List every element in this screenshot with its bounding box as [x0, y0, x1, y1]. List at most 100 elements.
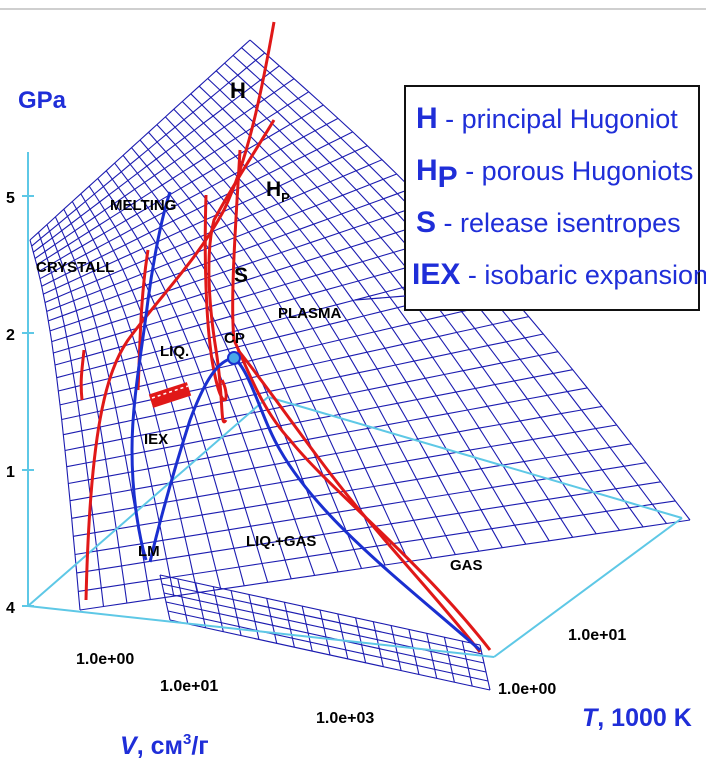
floor-grid-line — [479, 644, 491, 691]
melting-curve — [130, 191, 172, 561]
base-edge-front-right — [493, 517, 683, 658]
floor-grid-line — [408, 629, 420, 675]
floor-grid-line — [165, 601, 487, 673]
floor-grid-line — [390, 625, 402, 671]
region-label-iex: IEX — [144, 431, 168, 448]
mesh-line — [69, 405, 603, 502]
mesh-line — [79, 519, 691, 611]
region-label-liq: LIQ. — [160, 343, 189, 360]
region-label-melting: MELTING — [110, 197, 176, 214]
volume-tick-label-3: 1.0e+03 — [316, 710, 374, 727]
legend-item-s: S - release isentropes — [416, 206, 681, 239]
mesh-line — [74, 462, 647, 556]
mesh-line — [44, 159, 383, 304]
principal-hugoniot-curve — [84, 21, 276, 601]
mesh-line — [29, 39, 251, 241]
porous-hugoniot-curve — [207, 119, 276, 424]
floor-grid-line — [283, 602, 295, 648]
floor-grid-line — [443, 637, 455, 683]
red-curves — [79, 21, 492, 653]
floor-grid-line — [337, 613, 349, 660]
iex-marker — [148, 382, 192, 408]
mesh-line — [71, 424, 617, 519]
mesh-line — [76, 481, 661, 574]
release-isentrope-curve-3 — [236, 349, 482, 653]
mesh-line — [37, 232, 105, 607]
mesh-line — [80, 193, 222, 590]
base-edge-back-right — [267, 396, 683, 519]
mesh-line — [46, 173, 397, 312]
base-plane — [27, 396, 683, 658]
floor-grid-line — [230, 590, 242, 636]
floor-grid-line — [159, 574, 481, 646]
legend-box: H - principal Hugoniot HP - porous Hugon… — [354, 85, 706, 311]
base-edge-back-left — [27, 396, 269, 607]
pressure-tick-label-1: 1 — [6, 464, 15, 481]
region-label-cp: CP — [224, 330, 245, 347]
curve-label-hp: HP — [266, 178, 290, 205]
floor-grid-line — [248, 594, 260, 640]
pressure-tick-label-2: 2 — [6, 327, 15, 344]
binodal-curve — [148, 356, 481, 652]
blue-curves — [130, 191, 481, 652]
release-isentrope-curve-2 — [203, 194, 228, 402]
pressure-axis-title: GPa — [18, 87, 67, 114]
region-label-lm: LM — [138, 543, 160, 560]
floor-grid-line — [167, 610, 489, 682]
release-isentrope-curve-4 — [79, 349, 86, 401]
mesh-line — [34, 78, 295, 259]
mesh-line — [49, 202, 427, 332]
base-edge-front — [27, 605, 495, 658]
floor-grid-line — [169, 619, 491, 691]
mesh-line — [36, 91, 309, 266]
mesh-line — [64, 351, 559, 452]
floor-grid-line — [161, 583, 483, 655]
mesh-line — [61, 316, 529, 421]
curve-label-h: H — [230, 78, 246, 103]
floor-grid-line — [163, 592, 485, 664]
region-label-gas: GAS — [450, 557, 483, 574]
floor-grid-line — [212, 586, 224, 632]
legend-item-hp: HP - porous Hugoniots — [416, 154, 693, 194]
floor-grid-line — [159, 574, 171, 621]
floor-grid-line — [195, 582, 207, 628]
pressure-axis — [22, 152, 34, 607]
mesh-line — [53, 233, 456, 354]
volume-tick-label-1: 1.0e+00 — [76, 651, 134, 668]
legend-item-iex: IEX - isobaric expansion — [412, 258, 706, 291]
release-isentrope-curve-1 — [231, 149, 492, 651]
mesh-line — [38, 104, 324, 273]
mesh-line — [41, 131, 353, 287]
region-label-crystall: CRYSTALL — [36, 259, 114, 276]
mesh-line — [63, 333, 544, 436]
floor-grid-line — [301, 605, 313, 652]
region-label-plasma: PLASMA — [278, 305, 342, 322]
curve-label-s: S — [234, 264, 248, 287]
mesh-line — [66, 369, 573, 468]
volume-axis-title: V, см3/г — [120, 731, 209, 760]
temperature-tick-label-2: 1.0e+00 — [498, 681, 556, 698]
mesh-line — [73, 443, 632, 537]
mesh-line — [78, 500, 676, 592]
volume-tick-label-2: 1.0e+01 — [160, 678, 218, 695]
mesh-line — [51, 218, 441, 343]
temperature-tick-label-1: 1.0e+01 — [568, 627, 626, 644]
region-label-liq-gas: LIQ.+GAS — [246, 533, 316, 550]
pressure-tick-label-5: 5 — [6, 190, 15, 207]
pressure-tick-label-4: 4 — [6, 600, 15, 617]
mesh-line — [48, 188, 412, 322]
mesh-line — [32, 65, 280, 253]
legend-pointer — [354, 295, 406, 301]
temperature-axis-title: T, 1000 K — [582, 704, 692, 732]
floor-grid-line — [426, 633, 438, 679]
mesh-line — [97, 178, 269, 583]
floor-grid-line — [355, 617, 367, 663]
iex-bar — [148, 382, 192, 408]
mesh-line — [39, 117, 339, 280]
iex-bar-hatch — [151, 385, 189, 399]
legend-item-h: H - principal Hugoniot — [416, 102, 678, 135]
floor-grid-line — [461, 640, 473, 687]
floor-grid-line — [266, 598, 278, 644]
mesh-line — [68, 387, 588, 485]
